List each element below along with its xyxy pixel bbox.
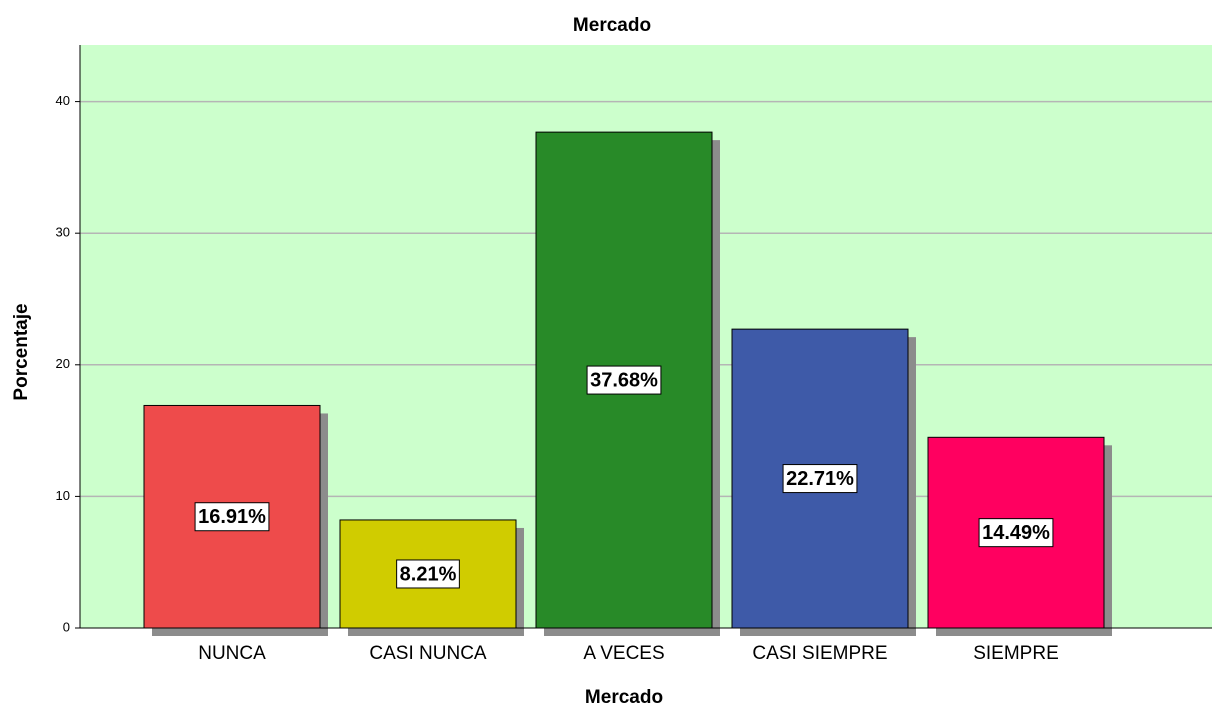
y-tick-label: 30 (56, 225, 70, 240)
x-axis-label: Mercado (585, 687, 663, 708)
value-label: 22.71% (786, 468, 854, 490)
value-label-box (396, 559, 460, 589)
x-tick-label: CASI SIEMPRE (752, 643, 887, 664)
value-label-box (782, 464, 858, 494)
y-tick-label: 0 (63, 619, 70, 634)
value-label: 16.91% (198, 506, 266, 528)
value-label: 37.68% (590, 369, 658, 391)
value-label-box (586, 365, 662, 395)
y-tick-label: 20 (56, 356, 70, 371)
y-tick-label: 10 (56, 488, 70, 503)
x-tick-label: A VECES (583, 643, 664, 664)
x-tick-label: NUNCA (198, 643, 266, 664)
y-axis-label: Porcentaje (11, 303, 32, 400)
chart-title: Mercado (573, 15, 651, 36)
x-tick-label: SIEMPRE (973, 643, 1059, 664)
value-label: 8.21% (400, 563, 457, 585)
y-tick-label: 40 (56, 93, 70, 108)
value-label-box (194, 502, 270, 532)
value-label-box (978, 518, 1054, 548)
value-label: 14.49% (982, 522, 1050, 544)
x-tick-label: CASI NUNCA (369, 643, 487, 664)
